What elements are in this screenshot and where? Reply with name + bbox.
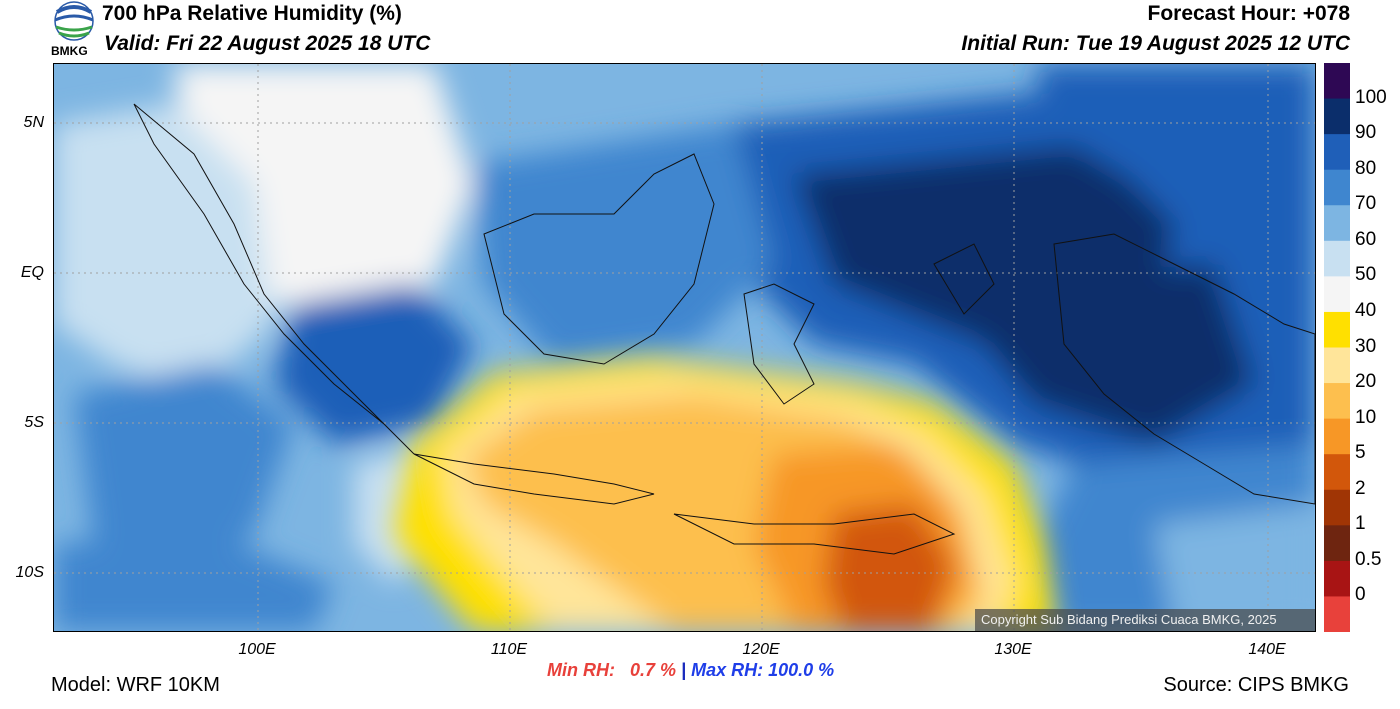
colorbar-swatch	[1324, 383, 1350, 420]
colorbar-label: 70	[1355, 193, 1377, 215]
model-label: Model: WRF 10KM	[51, 674, 220, 696]
chart-title: 700 hPa Relative Humidity (%)	[102, 2, 402, 25]
lon-label-130e: 130E	[994, 641, 1032, 658]
rh-stats: Min RH: 0.7 % | Max RH: 100.0 %	[547, 660, 834, 681]
colorbar-swatch	[1324, 596, 1350, 633]
max-rh-label: Max RH:	[691, 660, 764, 680]
lat-label-eq: EQ	[20, 264, 44, 281]
forecast-hour: Forecast Hour: +078	[1147, 2, 1351, 25]
colorbar	[1324, 63, 1350, 633]
lat-label-5s: 5S	[24, 414, 44, 431]
colorbar-label: 60	[1355, 228, 1377, 250]
colorbar-swatch	[1324, 418, 1350, 455]
min-rh-value: 0.7 %	[630, 660, 677, 680]
colorbar-swatch	[1324, 205, 1350, 242]
colorbar-label: 10	[1355, 406, 1377, 428]
lon-label-140e: 140E	[1248, 641, 1286, 658]
lon-label-120e: 120E	[742, 641, 780, 658]
colorbar-swatch	[1324, 311, 1350, 348]
colorbar-label: 80	[1355, 157, 1377, 179]
colorbar-swatch	[1324, 560, 1350, 597]
colorbar-swatch	[1324, 134, 1350, 171]
stats-separator: |	[681, 660, 687, 680]
source-label: Source: CIPS BMKG	[1163, 674, 1349, 696]
map-canvas	[54, 64, 1316, 631]
colorbar-label: 100	[1355, 86, 1387, 108]
colorbar-swatch	[1324, 98, 1350, 135]
colorbar-label: 2	[1355, 477, 1366, 499]
bmkg-logo	[50, 0, 98, 60]
initial-run: Initial Run: Tue 19 August 2025 12 UTC	[961, 32, 1350, 55]
logo-text: BMKG	[51, 44, 88, 58]
colorbar-swatch	[1324, 169, 1350, 206]
colorbar-swatch	[1324, 454, 1350, 491]
humidity-map	[53, 63, 1316, 632]
colorbar-swatch	[1324, 240, 1350, 277]
colorbar-label: 5	[1355, 442, 1366, 464]
max-rh-value: 100.0 %	[768, 660, 835, 680]
colorbar-swatch	[1324, 347, 1350, 384]
lat-label-5n: 5N	[23, 114, 44, 131]
colorbar-label: 1	[1355, 513, 1366, 535]
colorbar-label: 90	[1355, 122, 1377, 144]
colorbar-label: 0.5	[1355, 548, 1382, 570]
colorbar-label: 40	[1355, 299, 1377, 321]
colorbar-swatch	[1324, 489, 1350, 526]
lat-label-10s: 10S	[15, 564, 44, 581]
valid-time: Valid: Fri 22 August 2025 18 UTC	[104, 32, 431, 55]
colorbar-swatch	[1324, 525, 1350, 562]
copyright-note: Copyright Sub Bidang Prediksi Cuaca BMKG…	[975, 609, 1315, 631]
lon-label-100e: 100E	[238, 641, 276, 658]
colorbar-label: 30	[1355, 335, 1377, 357]
colorbar-label: 0	[1355, 584, 1366, 606]
min-rh-label: Min RH:	[547, 660, 615, 680]
colorbar-swatches	[1324, 63, 1350, 633]
colorbar-label: 20	[1355, 371, 1377, 393]
colorbar-swatch	[1324, 63, 1350, 100]
colorbar-label: 50	[1355, 264, 1377, 286]
colorbar-swatch	[1324, 276, 1350, 313]
lon-label-110e: 110E	[490, 641, 528, 658]
